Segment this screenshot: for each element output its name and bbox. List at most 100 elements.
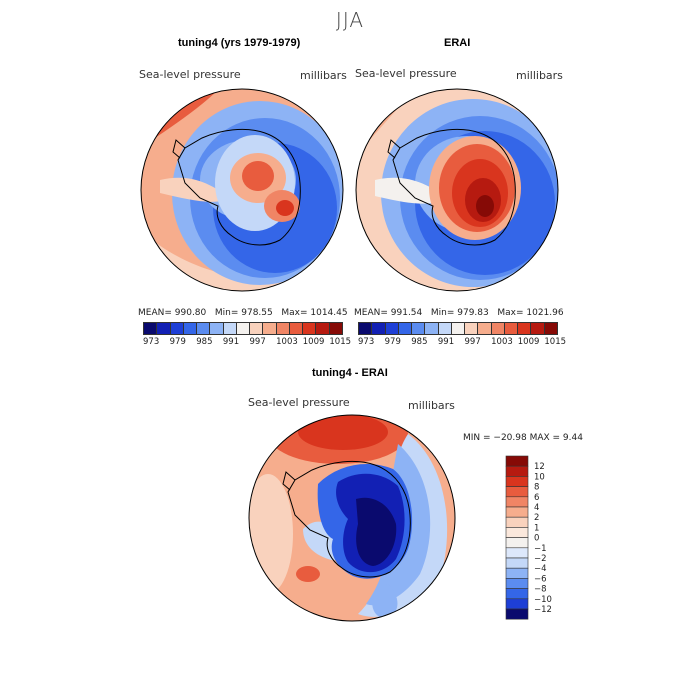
panel1-peninsula-coastline <box>172 139 186 159</box>
panel3-variable-label: Sea-level pressure <box>248 396 350 409</box>
panel2-colorbar-swatch <box>531 323 545 334</box>
panel1-map-border <box>140 88 344 292</box>
panel2-colorbar-tick-label: 979 <box>384 337 401 347</box>
panel2-colorbar-swatch <box>359 323 373 334</box>
panel1-colorbar-swatch <box>197 323 211 334</box>
panel1-colorbar-swatch <box>144 323 158 334</box>
panel1-title: tuning4 (yrs 1979-1979) <box>178 37 301 49</box>
panel3-colorbar-swatch <box>505 578 529 589</box>
panel3-colorbar-tick-label: −10 <box>534 595 552 605</box>
panel1-field-high-4 <box>276 200 294 216</box>
panel2-colorbar-swatch <box>504 323 519 334</box>
panel2-min-value: 979.83 <box>457 308 489 318</box>
panel2-max-label: Max= <box>497 308 524 318</box>
panel1-colorbar-tick-label: 979 <box>169 337 186 347</box>
panel3-colorbar-tick-label: 10 <box>534 472 545 482</box>
panel1-colorbar-swatch <box>263 323 277 334</box>
panel2-colorbar-swatch <box>438 323 452 334</box>
panel2-max-value: 1021.96 <box>526 308 564 318</box>
panel3-colorbar-swatch <box>505 506 529 518</box>
panel2-colorbar-swatch <box>385 323 399 334</box>
panel1-colorbar-swatch <box>170 323 184 334</box>
panel2-colorbar <box>358 322 558 335</box>
panel1-colorbar-swatch <box>316 323 330 334</box>
panel2-colorbar-tick-label: 1009 <box>517 337 540 347</box>
panel2-colorbar-swatch <box>412 323 426 334</box>
panel1-min-value: 978.55 <box>241 308 273 318</box>
panel3-colorbar-tick-label: 1 <box>534 523 539 533</box>
panel2-colorbar-swatch <box>372 323 386 334</box>
panel1-colorbar <box>143 322 343 335</box>
panel1-colorbar-tick-label: 985 <box>196 337 213 347</box>
panel3-antarctica-coastline <box>287 460 411 578</box>
panel3-colorbar-swatch <box>505 588 529 600</box>
panel1-colorbar-swatch <box>236 323 251 334</box>
panel1-units-label: millibars <box>300 69 347 82</box>
panel2-min-label: Min= <box>430 308 455 318</box>
panel1-mean-value: 990.80 <box>174 308 207 318</box>
panel3-title: tuning4 - ERAI <box>312 367 388 379</box>
panel1-colorbar-swatch <box>303 323 317 334</box>
panel2-map-border <box>355 88 559 292</box>
panel3-colorbar-swatch <box>505 537 529 549</box>
panel1-stats: MEAN= 990.80 Min= 978.55 Max= 1014.45 <box>138 308 348 318</box>
panel3-colorbar-tick-label: 4 <box>534 503 539 513</box>
panel3-min-max: MIN = −20.98 MAX = 9.44 <box>463 433 583 443</box>
panel3-colorbar-swatch <box>505 527 529 538</box>
panel3-colorbar-swatch <box>505 557 529 569</box>
panel1-map <box>140 88 344 292</box>
panel1-colorbar-swatch <box>250 323 264 334</box>
panel1-variable-label: Sea-level pressure <box>139 68 241 81</box>
panel1-colorbar-tick-label: 1015 <box>329 337 352 347</box>
panel3-field-south-positive <box>296 566 320 582</box>
panel1-colorbar-swatch <box>157 323 171 334</box>
panel2-colorbar-swatch <box>491 323 505 334</box>
panel3-colorbar-swatch <box>505 465 529 477</box>
panel2-units-label: millibars <box>516 69 563 82</box>
panel3-colorbar-swatch <box>505 516 529 528</box>
panel2-colorbar-swatch <box>544 323 557 334</box>
figure-title: JJA <box>335 8 365 32</box>
panel3-colorbar-tick-label: −8 <box>534 585 547 595</box>
panel3-field-north-positive-core <box>298 415 388 450</box>
panel2-title: ERAI <box>444 37 471 49</box>
panel1-colorbar-swatch <box>210 323 224 334</box>
panel2-colorbar-tick-label: 973 <box>358 337 375 347</box>
panel3-map <box>248 414 456 622</box>
panel2-colorbar-tick-label: 1015 <box>544 337 567 347</box>
panel3-colorbar-tick-label: 6 <box>534 493 539 503</box>
panel2-colorbar-ticks: 973 979 985 991 997 1003 1009 1015 <box>358 337 571 347</box>
panel3-colorbar-swatch <box>505 476 529 487</box>
panel2-antarctica-coastline <box>392 128 516 246</box>
panel1-mean-label: MEAN= <box>138 308 172 318</box>
panel1-colorbar-swatch <box>329 323 342 334</box>
panel1-min-label: Min= <box>214 308 239 318</box>
panel2-map <box>355 88 559 292</box>
panel3-colorbar-swatch <box>505 496 529 508</box>
panel1-field-high-2 <box>242 161 274 191</box>
panel3-colorbar-swatch <box>505 598 529 610</box>
panel2-colorbar-swatch <box>518 323 532 334</box>
panel3-colorbar-tick-label: 12 <box>534 462 545 472</box>
panel2-colorbar-swatch <box>451 323 466 334</box>
panel1-colorbar-swatch <box>183 323 198 334</box>
panel3-colorbar-swatch <box>505 547 529 559</box>
panel2-peninsula-coastline <box>387 139 401 159</box>
panel3-colorbar-tick-label: 8 <box>534 483 539 493</box>
panel2-colorbar-tick-label: 1003 <box>491 337 513 347</box>
panel3-colorbar-tick-label: 0 <box>534 534 539 544</box>
panel3-colorbar-swatch <box>505 567 529 579</box>
panel3-map-border <box>248 414 456 622</box>
panel3-colorbar-swatch <box>505 608 529 620</box>
panel2-colorbar-tick-label: 985 <box>411 337 428 347</box>
panel3-colorbar-tick-label: −4 <box>534 564 547 574</box>
panel1-colorbar-swatch <box>289 323 304 334</box>
panel2-variable-label: Sea-level pressure <box>355 67 457 80</box>
panel1-colorbar-tick-label: 973 <box>143 337 160 347</box>
panel1-max-label: Max= <box>281 308 308 318</box>
panel3-colorbar-tick-label: 2 <box>534 513 539 523</box>
panel2-stats: MEAN= 991.54 Min= 979.83 Max= 1021.96 <box>354 308 564 318</box>
panel3-colorbar-tick-label: −1 <box>534 544 547 554</box>
panel2-colorbar-swatch <box>398 323 413 334</box>
